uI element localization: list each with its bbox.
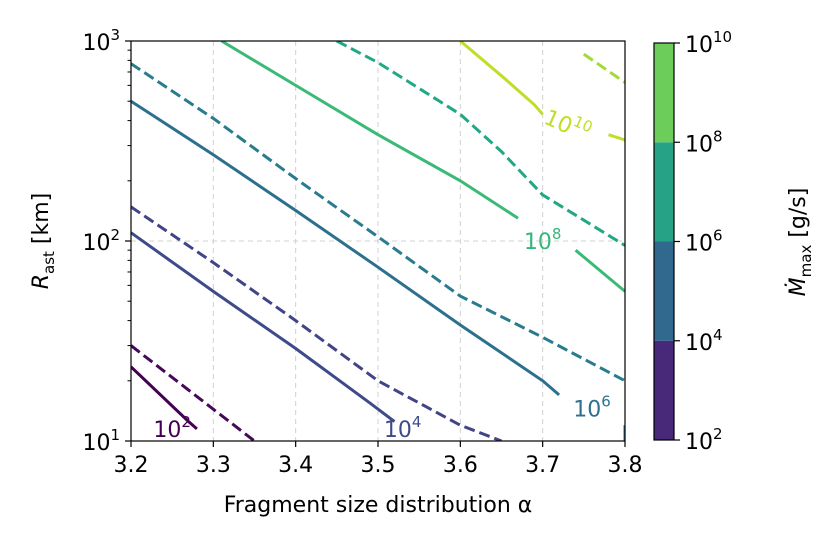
colorbar-label: Ṁmax [g/s] xyxy=(785,188,815,297)
contour-line xyxy=(131,344,256,441)
y-axis: 101 102 103 xyxy=(82,26,131,456)
contour-line xyxy=(459,41,544,116)
contour-line xyxy=(131,231,396,423)
contour-line xyxy=(608,133,625,142)
y-tick-label: 101 xyxy=(82,426,120,456)
x-tick-label: 3.6 xyxy=(443,453,478,478)
contour-line xyxy=(131,62,625,383)
contour-line xyxy=(131,365,198,431)
contour-line xyxy=(220,41,519,220)
colorbar-segment xyxy=(654,340,674,440)
y-tick-label: 102 xyxy=(82,226,120,256)
colorbar-segment xyxy=(654,43,674,143)
x-axis: 3.2 3.3 3.4 3.5 3.6 3.7 3.8 xyxy=(114,441,643,478)
contour-label: 104 xyxy=(384,413,422,443)
colorbar: 102 104 106 108 1010 xyxy=(653,28,732,455)
x-tick-label: 3.5 xyxy=(361,453,396,478)
x-tick-label: 3.4 xyxy=(278,453,313,478)
colorbar-tick-label: 102 xyxy=(685,425,723,455)
contour-line xyxy=(131,205,503,441)
grid xyxy=(131,41,625,441)
colorbar-segment xyxy=(654,241,674,341)
colorbar-segment xyxy=(654,142,674,242)
colorbar-tick-label: 108 xyxy=(685,127,723,157)
contour-label: 106 xyxy=(573,393,611,423)
x-tick-label: 3.3 xyxy=(196,453,231,478)
y-tick-label: 103 xyxy=(82,26,120,56)
contour-line xyxy=(131,99,561,397)
colorbar-tick-label: 1010 xyxy=(685,28,732,58)
contour-lines xyxy=(131,41,625,441)
colorbar-tick-label: 106 xyxy=(685,227,723,257)
x-tick-label: 3.7 xyxy=(525,453,560,478)
contour-label: 102 xyxy=(153,413,191,443)
colorbar-tick-label: 104 xyxy=(685,326,723,356)
contour-line xyxy=(582,52,625,84)
contour-line xyxy=(574,249,625,293)
contour-label: 108 xyxy=(524,225,562,255)
contour-line xyxy=(336,41,625,247)
x-axis-label: Fragment size distribution α xyxy=(224,493,533,518)
x-tick-label: 3.8 xyxy=(608,453,643,478)
x-tick-label: 3.2 xyxy=(114,453,149,478)
y-axis-label: Rast [km] xyxy=(29,193,58,290)
